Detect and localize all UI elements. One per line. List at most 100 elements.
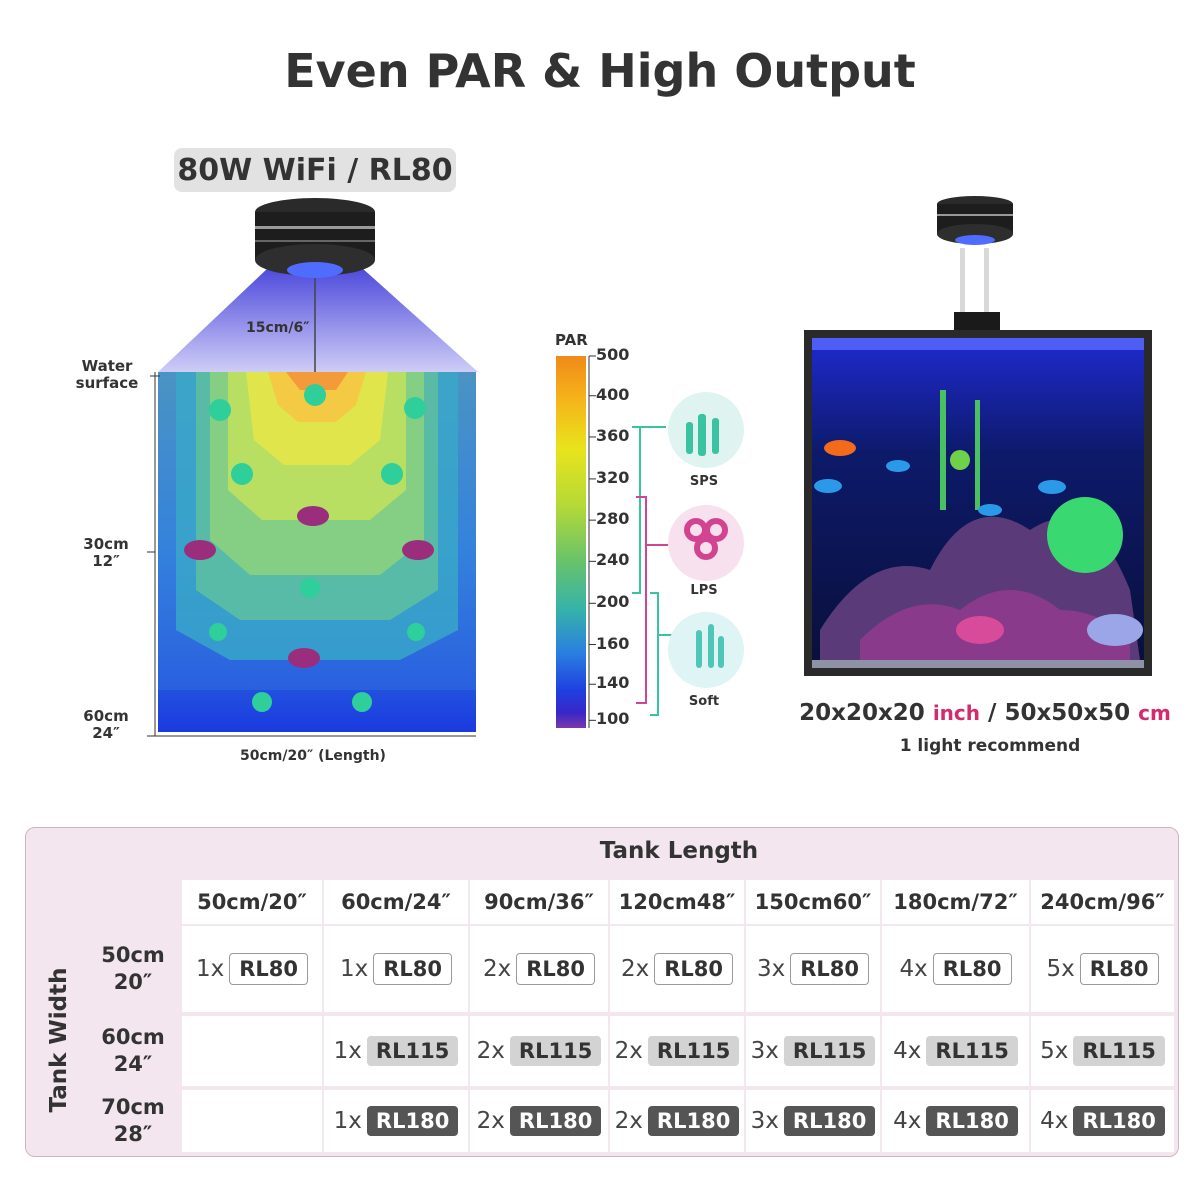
column-header-cell bbox=[1031, 880, 1174, 924]
tank-dimensions: 20x20x20 inch / 50x50x50 cm bbox=[790, 700, 1180, 726]
column-header-cell bbox=[324, 880, 468, 924]
light-count: 1x bbox=[333, 1108, 362, 1134]
light-count: 5x bbox=[1046, 956, 1075, 982]
par-tick-label: 160 bbox=[596, 633, 630, 653]
par-tick-label: 400 bbox=[596, 384, 630, 404]
light-count: 2x bbox=[620, 956, 650, 982]
water-surface-label: Water surface bbox=[75, 357, 139, 392]
light-count: 3x bbox=[750, 1038, 779, 1064]
model-badge: RL80 bbox=[790, 953, 870, 985]
model-badge: RL80 bbox=[932, 953, 1012, 985]
column-header: 60cm/24″ bbox=[341, 890, 451, 914]
light-count: 2x bbox=[614, 1108, 643, 1134]
tank-size-inch: 20x20x20 bbox=[799, 700, 925, 726]
coral-range-brackets bbox=[632, 426, 674, 716]
light-recommendation-cell: 5x RL80 bbox=[1031, 926, 1174, 1012]
light-recommendation-cell: 1x RL115 bbox=[324, 1016, 468, 1086]
light-count: 4x bbox=[899, 956, 928, 982]
tank-length-label: 50cm/20″ (Length) bbox=[240, 748, 386, 764]
model-badge: RL80 bbox=[373, 953, 453, 985]
light-recommendation-cell: 4x RL180 bbox=[1031, 1090, 1174, 1152]
model-badge: RL180 bbox=[509, 1106, 602, 1136]
light-recommendation: 1 light recommend bbox=[899, 736, 1081, 756]
par-tick-label: 360 bbox=[596, 425, 630, 445]
row-header-cell bbox=[86, 1090, 180, 1152]
model-badge: RL180 bbox=[926, 1106, 1018, 1136]
row-header: 60cm 24″ bbox=[101, 1025, 165, 1076]
light-count: 1x bbox=[195, 956, 225, 982]
light-count: 1x bbox=[339, 956, 369, 982]
row-header: 50cm 20″ bbox=[101, 943, 165, 994]
model-badge: RL80 bbox=[229, 953, 309, 985]
par-distribution-diagram bbox=[147, 198, 478, 737]
coral-label-soft: Soft bbox=[688, 694, 720, 709]
unit-cm: cm bbox=[1138, 701, 1171, 725]
lps-coral-icon bbox=[668, 505, 744, 581]
par-color-bar bbox=[556, 355, 596, 728]
column-header-cell bbox=[470, 880, 608, 924]
light-recommendation-cell: 2x RL80 bbox=[610, 926, 744, 1012]
par-tick-label: 100 bbox=[596, 709, 630, 729]
light-recommendation-cell: 2x RL80 bbox=[470, 926, 608, 1012]
unit-inch: inch bbox=[932, 701, 981, 725]
light-count: 1x bbox=[333, 1038, 362, 1064]
model-badge: RL180 bbox=[783, 1106, 876, 1136]
tank-length-header: Tank Length bbox=[599, 838, 759, 864]
table-cell bbox=[182, 1016, 322, 1086]
column-header: 180cm/72″ bbox=[893, 890, 1018, 914]
recommendation-table: Tank Length 50cm/20″ 60cm/24″ 90cm/36″ 120c… bbox=[25, 827, 1179, 1157]
model-badge: RL115 bbox=[1073, 1036, 1165, 1066]
tank-size-cm: 50x50x50 bbox=[1004, 700, 1131, 726]
soft-coral-icon bbox=[668, 612, 744, 688]
light-count: 4x bbox=[893, 1108, 922, 1134]
column-header-cell bbox=[882, 880, 1029, 924]
light-recommendation-cell: 3x RL115 bbox=[746, 1016, 880, 1086]
light-count: 4x bbox=[893, 1038, 922, 1064]
light-count: 2x bbox=[614, 1038, 643, 1064]
column-header-cell bbox=[182, 880, 322, 924]
light-count: 3x bbox=[756, 956, 786, 982]
model-badge: RL80 bbox=[1079, 953, 1159, 985]
model-badge: RL180 bbox=[366, 1106, 459, 1136]
coral-label-sps: SPS bbox=[689, 474, 719, 489]
coral-label-lps: LPS bbox=[690, 583, 718, 598]
light-recommendation-cell: 2x RL115 bbox=[610, 1016, 744, 1086]
par-tick-label: 140 bbox=[596, 673, 630, 693]
par-scale-title: PAR bbox=[555, 331, 588, 349]
light-count: 4x bbox=[1040, 1108, 1069, 1134]
fixture-height-label: 15cm/6″ bbox=[246, 320, 310, 336]
depth-mark-30: 30cm 12″ bbox=[83, 535, 129, 570]
light-recommendation-cell: 3x RL80 bbox=[746, 926, 880, 1012]
light-count: 3x bbox=[750, 1108, 779, 1134]
light-recommendation-cell: 4x RL80 bbox=[882, 926, 1029, 1012]
model-badge: RL115 bbox=[509, 1036, 602, 1066]
par-tick-label: 320 bbox=[596, 467, 630, 487]
column-header-cell bbox=[610, 880, 744, 924]
row-header-cell bbox=[86, 926, 180, 1012]
table-cell bbox=[182, 1090, 322, 1152]
light-recommendation-cell: 4x RL180 bbox=[882, 1090, 1029, 1152]
light-count: 5x bbox=[1040, 1038, 1069, 1064]
par-tick-label: 280 bbox=[596, 509, 630, 529]
light-recommendation-cell: 1x RL80 bbox=[324, 926, 468, 1012]
depth-mark-60: 60cm 24″ bbox=[83, 707, 129, 742]
model-label: 80W WiFi / RL80 bbox=[174, 148, 456, 192]
column-header: 50cm/20″ bbox=[197, 890, 307, 914]
model-badge: RL80 bbox=[516, 953, 596, 985]
aquarium-illustration bbox=[804, 196, 1152, 676]
light-recommendation-cell: 2x RL115 bbox=[470, 1016, 608, 1086]
light-recommendation-cell: 1x RL80 bbox=[182, 926, 322, 1012]
model-badge: RL115 bbox=[366, 1036, 459, 1066]
model-badge: RL115 bbox=[926, 1036, 1018, 1066]
column-header: 150cm60″ bbox=[754, 890, 872, 914]
column-header: 120cm48″ bbox=[618, 890, 736, 914]
light-recommendation-cell: 5x RL115 bbox=[1031, 1016, 1174, 1086]
row-header: 70cm 28″ bbox=[101, 1095, 165, 1146]
light-recommendation-cell: 2x RL180 bbox=[610, 1090, 744, 1152]
par-tick-label: 500 bbox=[596, 345, 630, 364]
light-recommendation-cell: 3x RL180 bbox=[746, 1090, 880, 1152]
par-tick-label: 200 bbox=[596, 592, 630, 612]
light-recommendation-cell: 4x RL115 bbox=[882, 1016, 1029, 1086]
model-badge: RL180 bbox=[647, 1106, 740, 1136]
par-tick-label: 240 bbox=[596, 550, 630, 570]
